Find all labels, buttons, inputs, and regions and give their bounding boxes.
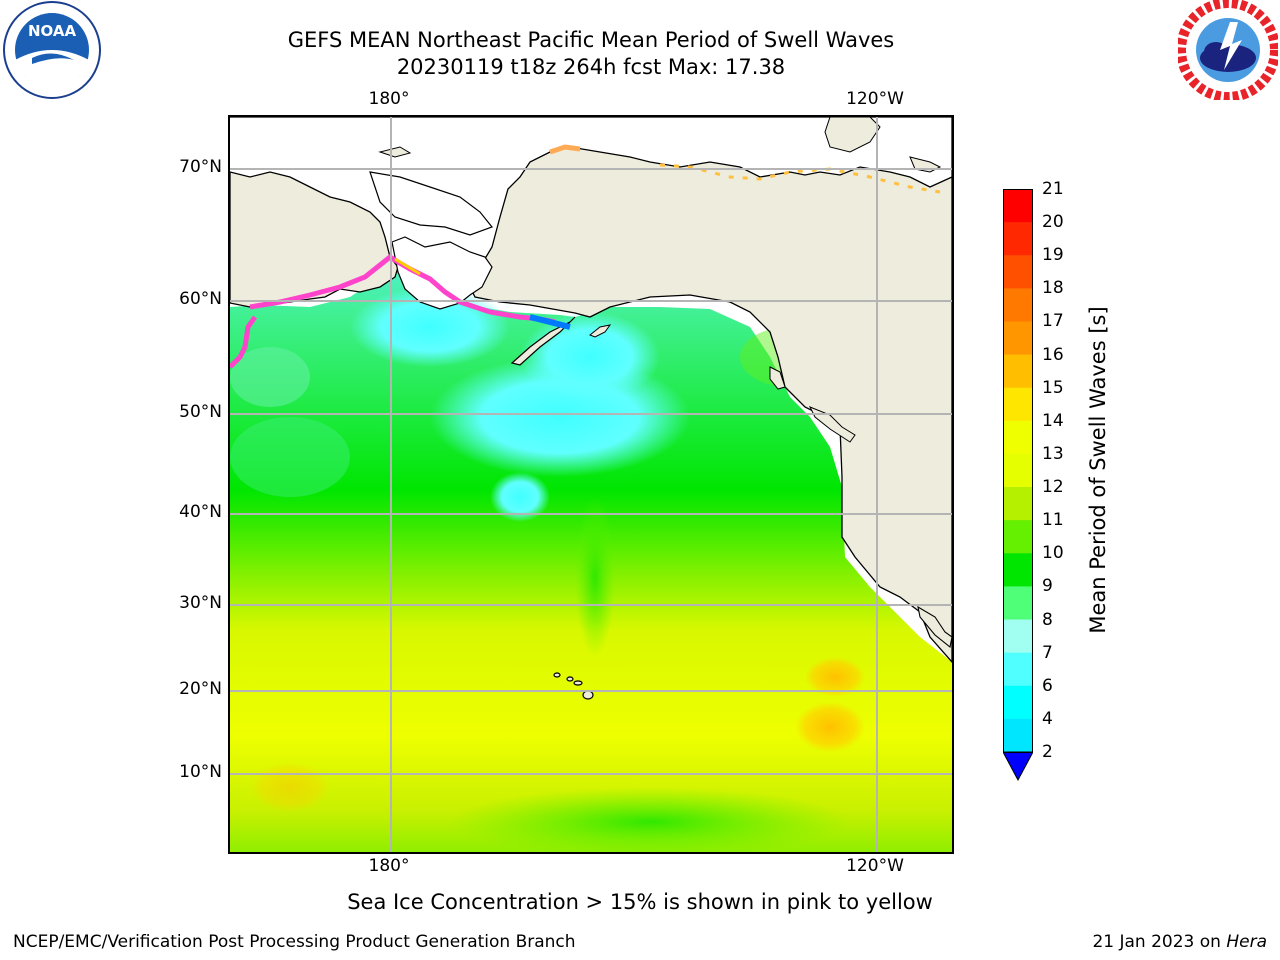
lat-label-20n: 20°N: [179, 679, 222, 699]
colorbar-tick-label: 12: [1042, 477, 1064, 498]
lat-label-60n: 60°N: [179, 289, 222, 309]
footer-branch: NCEP/EMC/Verification Post Processing Pr…: [13, 932, 576, 952]
lat-label-30n: 30°N: [179, 593, 222, 613]
colorbar-tick-label: 17: [1042, 311, 1064, 332]
colorbar-band: [1003, 189, 1033, 223]
colorbar-tick-label: 18: [1042, 278, 1064, 299]
colorbar-tick-label: 4: [1042, 708, 1053, 729]
noaa-logo: NOAA: [2, 0, 102, 100]
lon-label-bottom-120w: 120°W: [846, 856, 904, 876]
footer-machine: Hera: [1226, 932, 1267, 952]
colorbar-tick-label: 16: [1042, 344, 1064, 365]
colorbar-band: [1003, 520, 1033, 554]
colorbar-tick-label: 11: [1042, 510, 1064, 531]
colorbar-tick-label: 19: [1042, 245, 1064, 266]
colorbar-tick-label: 2: [1042, 742, 1053, 762]
colorbar-tick-label: 8: [1042, 609, 1053, 630]
colorbar-extend-triangle: [1003, 751, 1033, 782]
colorbar-tick-label: 6: [1042, 675, 1053, 696]
sea-ice-note: Sea Ice Concentration > 15% is shown in …: [347, 890, 933, 914]
colorbar-band: [1003, 553, 1033, 587]
chart-subtitle: 20230119 t18z 264h fcst Max: 17.38: [396, 55, 786, 79]
colorbar-band: [1003, 255, 1033, 289]
colorbar-band: [1003, 586, 1033, 621]
colorbar-band: [1003, 288, 1033, 322]
lat-label-50n: 50°N: [179, 402, 222, 422]
colorbar-tick-label: 13: [1042, 443, 1064, 464]
colorbar-band: [1003, 453, 1033, 488]
colorbar-tick-label: 14: [1042, 410, 1064, 431]
colorbar-band: [1003, 387, 1033, 422]
colorbar-band: [1003, 685, 1033, 720]
footer-date-text: 21 Jan 2023 on: [1092, 932, 1227, 952]
colorbar-band: [1003, 420, 1033, 455]
colorbar-tick-label: 10: [1042, 543, 1064, 564]
lat-label-40n: 40°N: [179, 502, 222, 522]
colorbar-band: [1003, 619, 1033, 654]
map-panel: [228, 115, 954, 854]
colorbar-band: [1003, 718, 1033, 753]
colorbar-tick-label: 9: [1042, 576, 1053, 597]
map-canvas: [230, 117, 952, 852]
lat-label-10n: 10°N: [179, 762, 222, 782]
colorbar-tick-label: 7: [1042, 642, 1053, 663]
lon-label-top-180: 180°: [368, 89, 410, 109]
graticule: [230, 117, 952, 852]
noaa-logo-text: NOAA: [28, 22, 77, 40]
colorbar-band: [1003, 222, 1033, 256]
colorbar-label: Mean Period of Swell Waves [s]: [1086, 306, 1110, 634]
colorbar-band: [1003, 487, 1033, 521]
lat-label-70n: 70°N: [179, 157, 222, 177]
colorbar-band: [1003, 652, 1033, 687]
lon-label-bottom-180: 180°: [368, 856, 410, 876]
nws-logo: [1176, 0, 1280, 102]
colorbar-tick-label: 15: [1042, 377, 1064, 398]
colorbar-tick-label: 20: [1042, 212, 1064, 233]
lon-label-top-120w: 120°W: [846, 89, 904, 109]
footer-date: 21 Jan 2023 on Hera: [1092, 932, 1267, 952]
colorbar-tick-label: 21: [1042, 179, 1064, 199]
colorbar-band: [1003, 354, 1033, 389]
colorbar-band: [1003, 321, 1033, 356]
colorbar: [1003, 189, 1033, 782]
chart-title: GEFS MEAN Northeast Pacific Mean Period …: [287, 28, 895, 52]
